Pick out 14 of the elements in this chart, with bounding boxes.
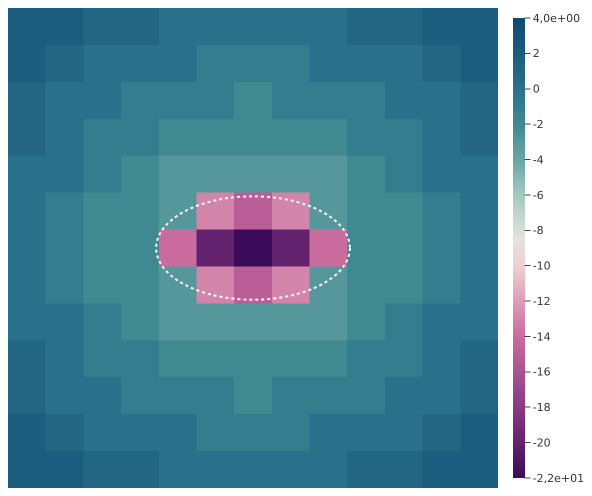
color-bar-label: -4 [532,153,544,166]
color-bar-label: -2,2e+01 [532,472,584,485]
color-bar-label: -2 [532,118,544,131]
color-bar-label: -12 [532,294,551,308]
color-bar-label: -14 [532,330,551,344]
color-bar-label: -20 [532,436,551,450]
color-bar-label: -8 [532,224,544,238]
color-bar-label: 2 [532,47,540,60]
color-bar-label: 4,0e+00 [532,12,580,25]
color-bar-label: -16 [532,366,551,379]
color-bar-label: -10 [532,260,551,273]
color-bar-label: -6 [532,188,544,202]
color-bar-label: 0 [532,82,540,96]
color-bar-label: -18 [532,401,551,414]
